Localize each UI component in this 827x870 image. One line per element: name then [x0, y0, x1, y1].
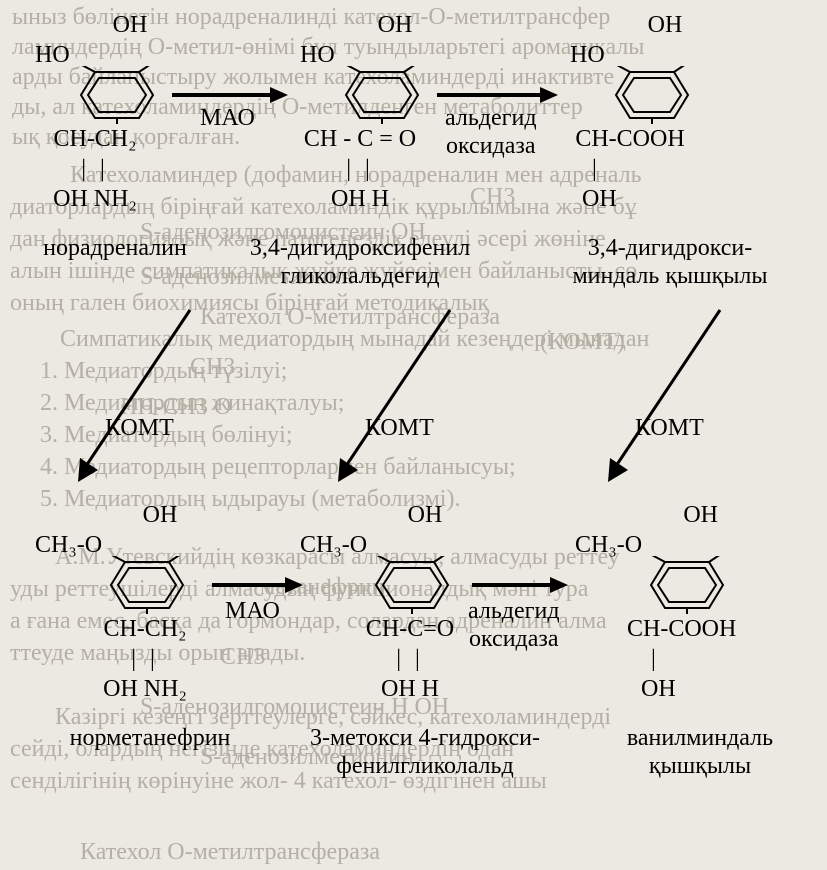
molecule-dhp-mandelic: OH HO CH-COOH | OH [570, 10, 690, 214]
label-aldehyde-oxidase: альдегидоксидаза [445, 105, 537, 160]
ghost-text: Катехол О-метилтрансфераза [80, 835, 380, 870]
label-komt-2: КОМТ [365, 415, 434, 443]
arrow-aldox-1 [435, 85, 560, 105]
arrow-aldox-2 [470, 575, 570, 595]
molecule-dhp-glycolaldehyde: OH HO CH - C = O | | OH H [300, 10, 420, 214]
label-mao: МАО [200, 105, 255, 133]
caption-dhp-glycolaldehyde: 3,4-дигидроксифенилгликолальдегид [210, 235, 510, 290]
caption-normetanephrine: норметанефрин [40, 725, 260, 753]
caption-noradrenaline: норадреналин [20, 235, 210, 263]
caption-vanillylmandelic: ванилминдальқышқылы [590, 725, 810, 780]
molecule-noradrenaline: OH HO CH-CH₂ | | OH NH₂ [35, 10, 155, 214]
arrow-mao-2 [210, 575, 305, 595]
molecule-vanillylmandelic: OH CH₃-O CH-COOH | OH [575, 500, 736, 704]
arrow-komt-2 [320, 300, 470, 490]
label-aldehyde-oxidase-2: альдегидоксидаза [468, 598, 560, 653]
label-komt-1: КОМТ [105, 415, 174, 443]
molecule-mhpga: OH CH₃-O CH-C=O | | OH H [300, 500, 460, 704]
molecule-normetanephrine: OH CH₃-O CH-CH₂ | | OH NH₂ [35, 500, 195, 704]
arrow-komt-3 [590, 300, 740, 490]
caption-dhp-mandelic: 3,4-дигидрокси-миндаль қышқылы [520, 235, 820, 290]
label-mao-2: МАО [225, 598, 280, 626]
arrow-komt-1 [60, 300, 210, 490]
caption-mhpga: 3-метокси 4-гидрокси-фенилгликолальд [265, 725, 585, 780]
label-komt-3: КОМТ [635, 415, 704, 443]
arrow-mao-1 [170, 85, 290, 105]
